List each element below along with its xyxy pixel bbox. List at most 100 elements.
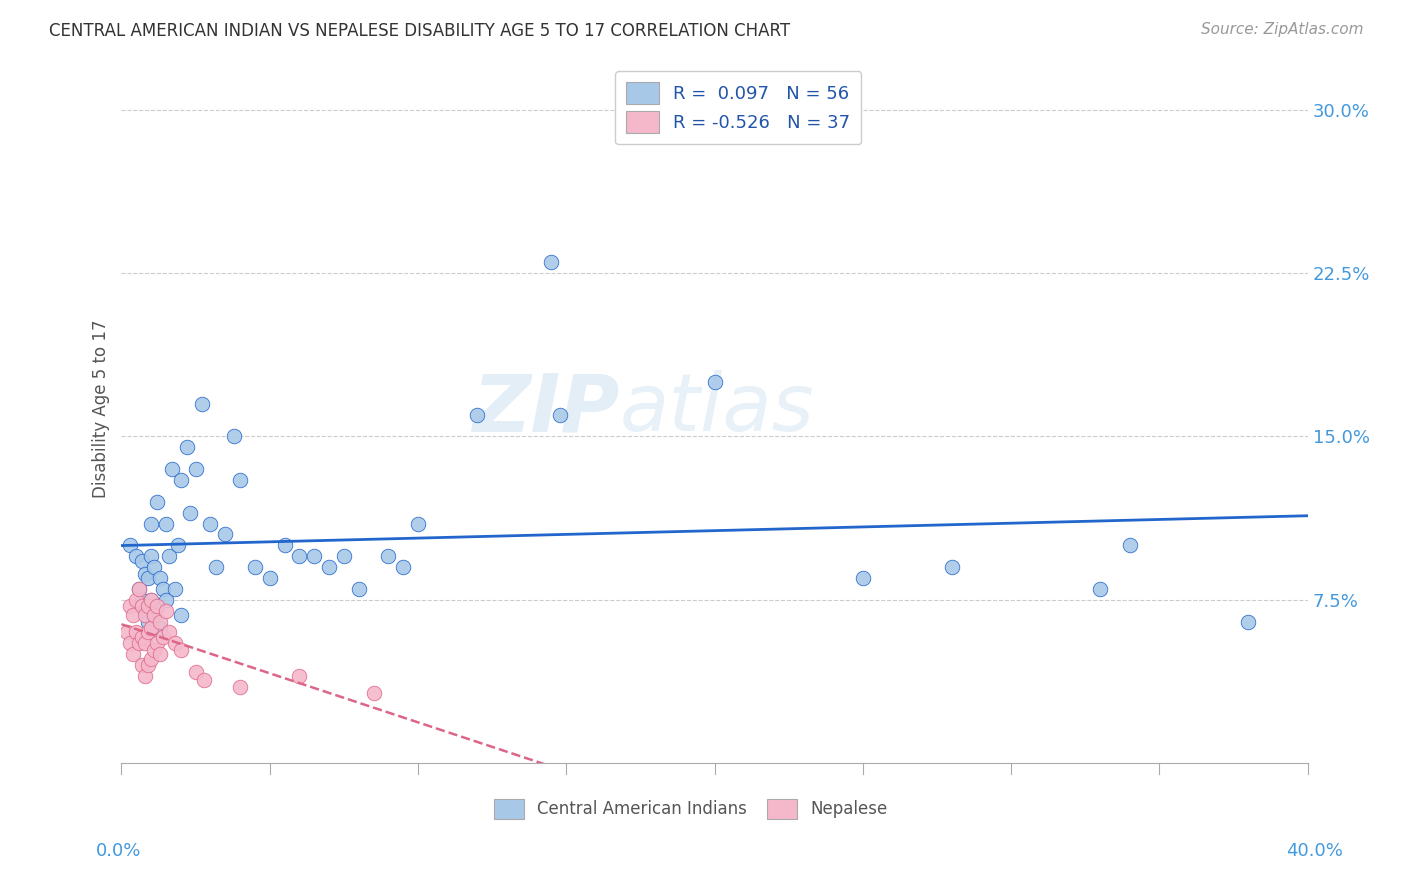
Point: [125, 592, 148, 607]
Point: [163, 636, 186, 650]
Point: [128, 582, 150, 596]
Point: [200, 516, 222, 531]
Text: CENTRAL AMERICAN INDIAN VS NEPALESE DISABILITY AGE 5 TO 17 CORRELATION CHART: CENTRAL AMERICAN INDIAN VS NEPALESE DISA…: [49, 22, 790, 40]
Point: [155, 604, 177, 618]
Point: [149, 615, 172, 629]
Point: [318, 560, 340, 574]
Point: [190, 397, 212, 411]
Point: [136, 599, 159, 614]
Point: [146, 599, 169, 614]
Point: [128, 582, 150, 596]
Point: [176, 440, 198, 454]
Point: [134, 669, 156, 683]
Text: atlas: atlas: [620, 370, 814, 448]
Point: [160, 462, 183, 476]
Point: [120, 538, 142, 552]
Point: [259, 571, 281, 585]
Text: ZIP: ZIP: [472, 370, 620, 448]
Point: [852, 571, 875, 585]
Legend: Central American Indians, Nepalese: Central American Indians, Nepalese: [488, 792, 894, 826]
Point: [157, 625, 180, 640]
Point: [347, 582, 370, 596]
Point: [134, 636, 156, 650]
Point: [143, 607, 166, 622]
Point: [120, 636, 142, 650]
Point: [941, 560, 963, 574]
Point: [170, 473, 193, 487]
Point: [152, 582, 174, 596]
Text: 40.0%: 40.0%: [1286, 842, 1343, 860]
Text: Source: ZipAtlas.com: Source: ZipAtlas.com: [1201, 22, 1364, 37]
Point: [333, 549, 356, 564]
Point: [288, 549, 311, 564]
Point: [149, 621, 172, 635]
Point: [1237, 615, 1260, 629]
Point: [134, 566, 156, 581]
Point: [131, 599, 153, 614]
Point: [143, 643, 166, 657]
Point: [131, 553, 153, 567]
Point: [131, 592, 153, 607]
Point: [134, 604, 156, 618]
Point: [155, 516, 177, 531]
Point: [205, 560, 228, 574]
Text: 0.0%: 0.0%: [96, 842, 141, 860]
Point: [377, 549, 399, 564]
Point: [139, 516, 162, 531]
Point: [139, 592, 162, 607]
Point: [136, 658, 159, 673]
Point: [143, 607, 166, 622]
Point: [125, 549, 148, 564]
Point: [243, 560, 266, 574]
Point: [302, 549, 325, 564]
Point: [170, 643, 193, 657]
Point: [179, 506, 201, 520]
Point: [214, 527, 236, 541]
Point: [1088, 582, 1111, 596]
Point: [139, 549, 162, 564]
Point: [128, 636, 150, 650]
Point: [157, 549, 180, 564]
Point: [146, 636, 169, 650]
Point: [392, 560, 415, 574]
Point: [136, 615, 159, 629]
Point: [125, 625, 148, 640]
Point: [139, 592, 162, 607]
Point: [229, 680, 252, 694]
Point: [229, 473, 252, 487]
Point: [155, 592, 177, 607]
Point: [1119, 538, 1142, 552]
Point: [363, 686, 385, 700]
Point: [136, 571, 159, 585]
Point: [224, 429, 246, 443]
Point: [117, 625, 139, 640]
Point: [131, 630, 153, 644]
Point: [136, 625, 159, 640]
Y-axis label: Disability Age 5 to 17: Disability Age 5 to 17: [93, 320, 110, 499]
Point: [122, 647, 145, 661]
Point: [143, 560, 166, 574]
Point: [166, 538, 188, 552]
Point: [550, 408, 572, 422]
Point: [149, 571, 172, 585]
Point: [134, 607, 156, 622]
Point: [465, 408, 488, 422]
Point: [131, 658, 153, 673]
Point: [146, 599, 169, 614]
Point: [406, 516, 429, 531]
Point: [149, 647, 172, 661]
Point: [152, 630, 174, 644]
Point: [122, 607, 145, 622]
Point: [703, 375, 725, 389]
Point: [184, 462, 207, 476]
Point: [163, 582, 186, 596]
Point: [193, 673, 215, 688]
Point: [120, 599, 142, 614]
Point: [139, 621, 162, 635]
Point: [184, 665, 207, 679]
Point: [540, 255, 562, 269]
Point: [273, 538, 295, 552]
Point: [146, 494, 169, 508]
Point: [139, 651, 162, 665]
Point: [170, 607, 193, 622]
